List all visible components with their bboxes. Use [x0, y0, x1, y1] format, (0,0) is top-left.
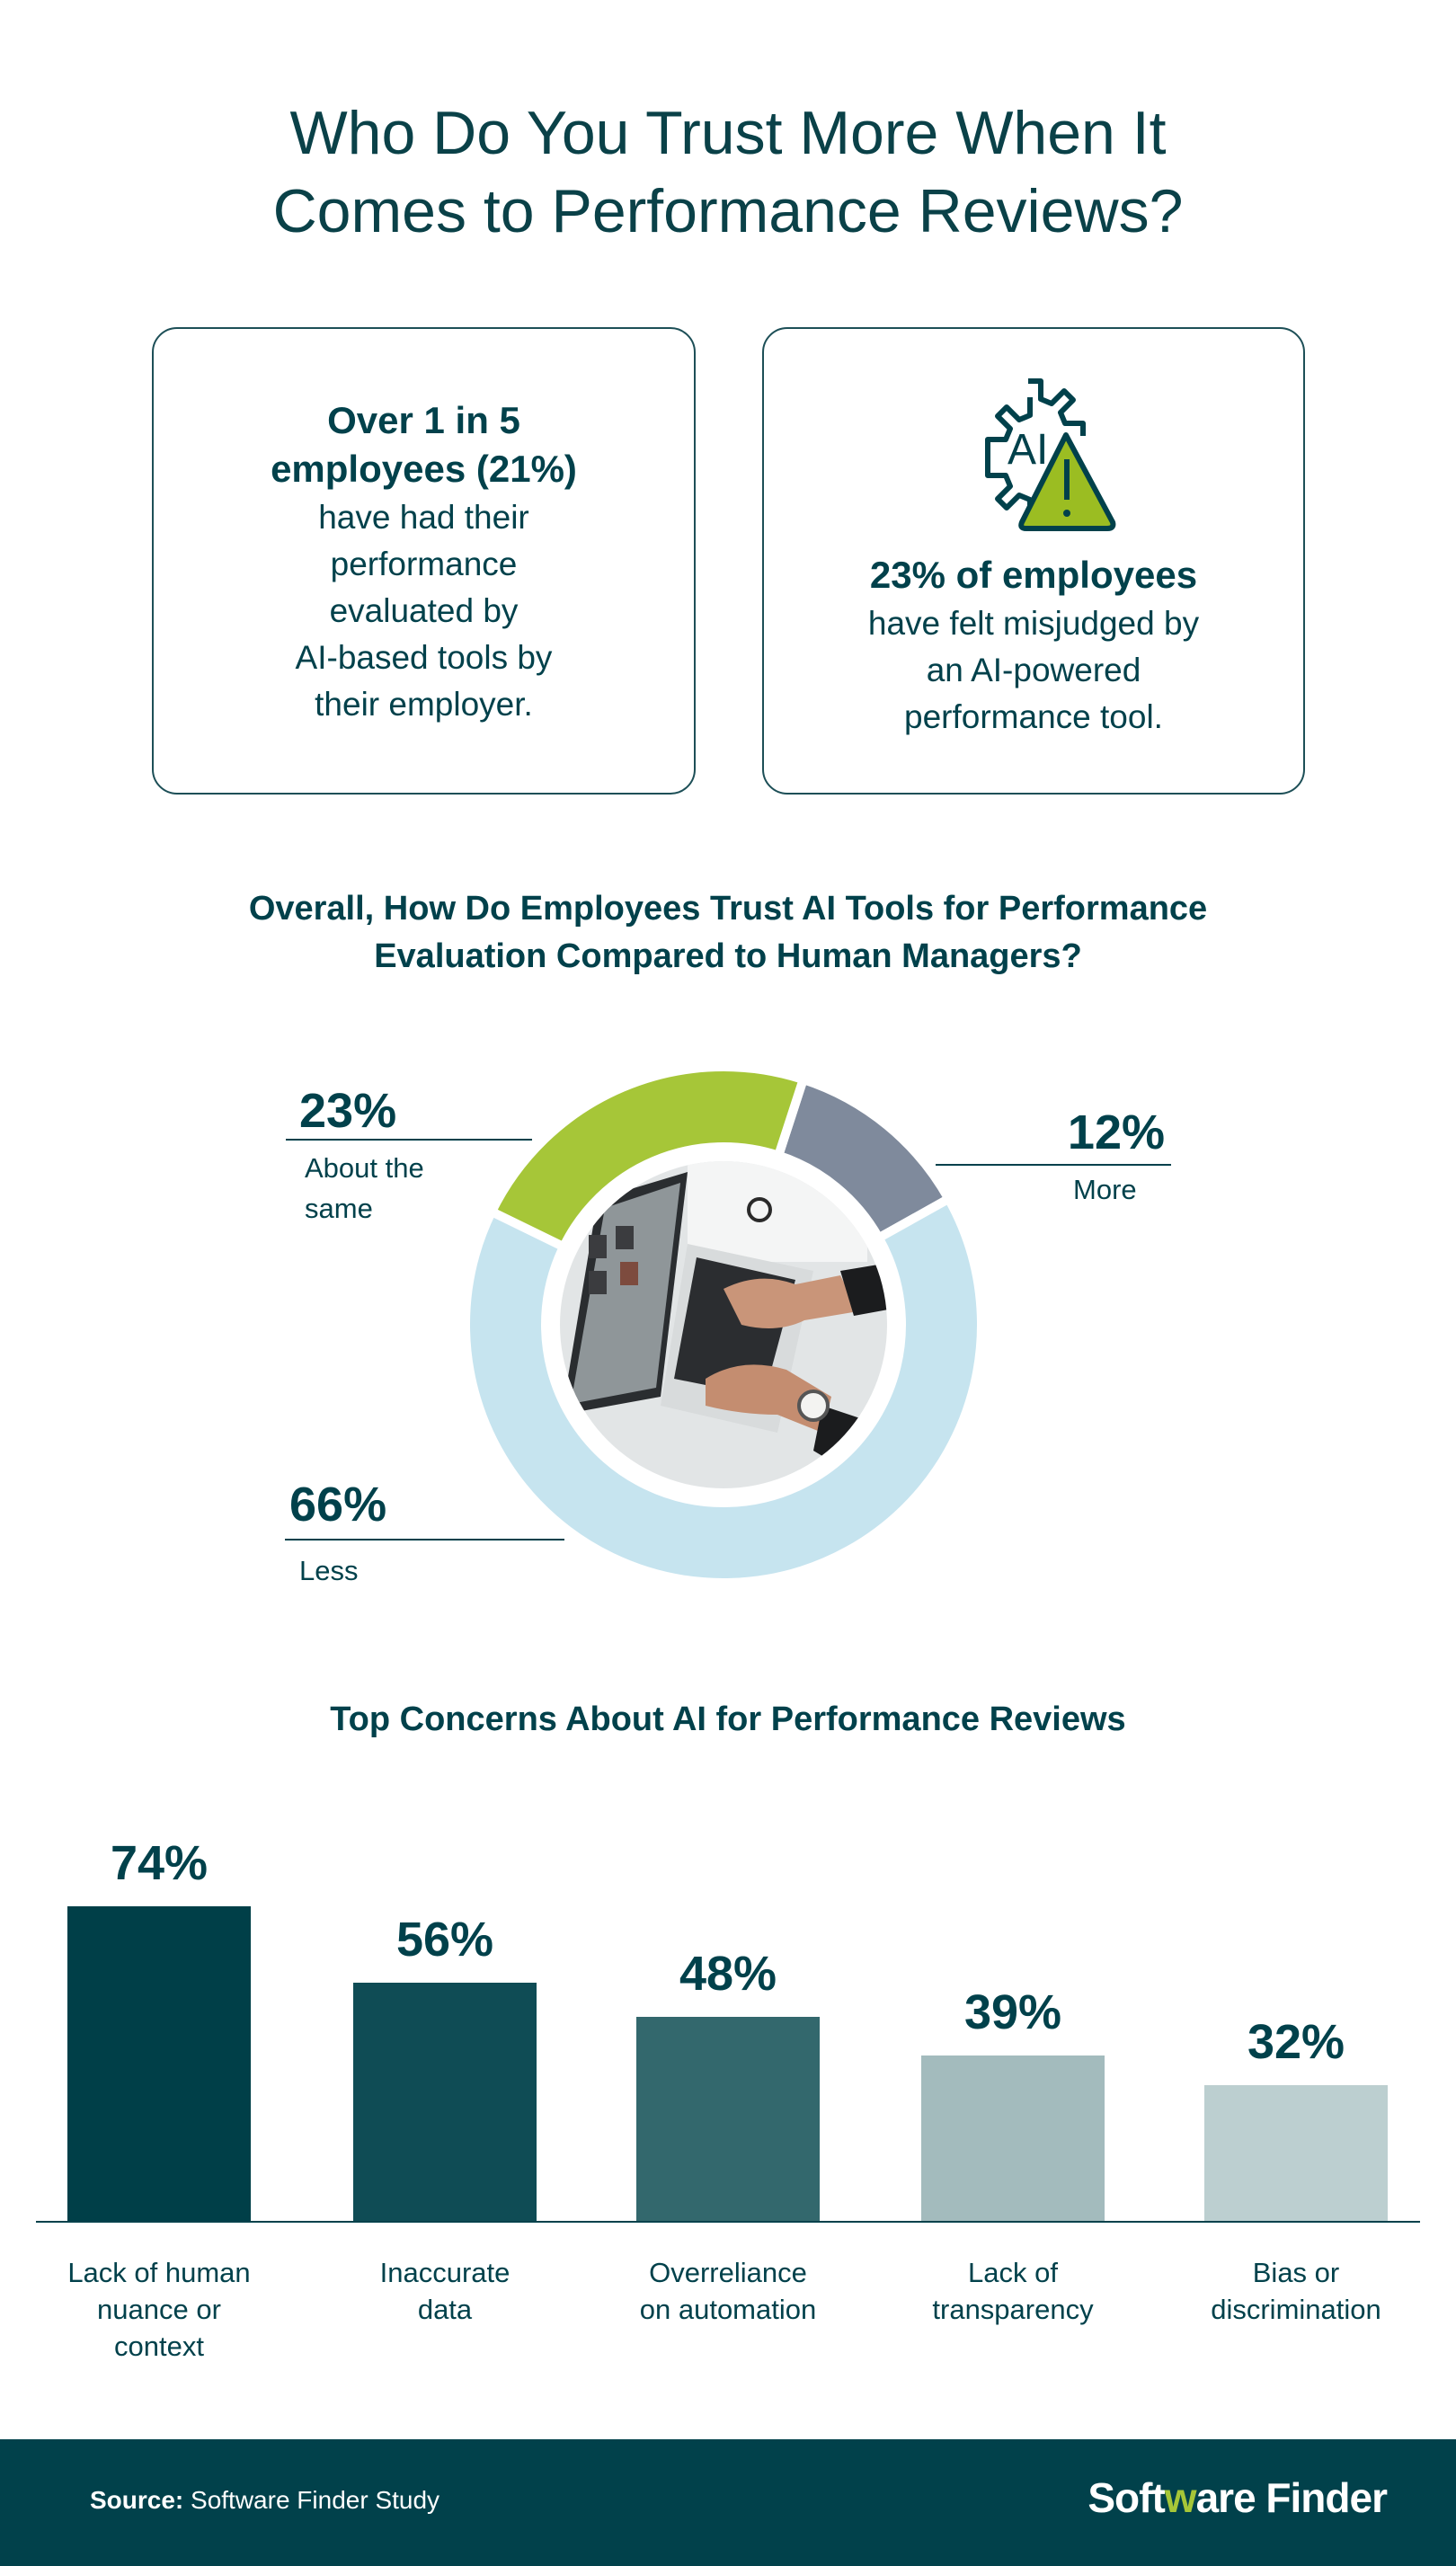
bar-category-label: Lack of transparency — [840, 2254, 1185, 2328]
bar — [353, 1983, 537, 2221]
donut-label-value-less: 66% — [289, 1478, 387, 1532]
stat-line: have had their — [318, 499, 529, 536]
category-line: Lack of — [968, 2257, 1058, 2288]
category-line: context — [114, 2331, 204, 2362]
category-line: Bias or — [1252, 2257, 1340, 2288]
bar-value-label: 32% — [1247, 2014, 1345, 2069]
software-finder-logo: Software Finder — [1088, 2473, 1388, 2522]
bar — [1204, 2084, 1388, 2221]
donut-title-line: Evaluation Compared to Human Managers? — [374, 937, 1082, 975]
bar-chart-title: Top Concerns About AI for Performance Re… — [330, 1700, 1126, 1738]
donut-chart — [461, 1062, 986, 1587]
stat-line: performance tool. — [904, 698, 1163, 735]
title-line: Comes to Performance Reviews? — [272, 177, 1184, 245]
bar — [67, 1905, 251, 2221]
bar-category-label: Bias or discrimination — [1123, 2254, 1456, 2328]
bar — [921, 2055, 1105, 2221]
category-line: Overreliance — [649, 2257, 807, 2288]
donut-label-less: Less — [299, 1555, 359, 1586]
stat-line: evaluated by — [329, 592, 519, 629]
category-line: discrimination — [1211, 2294, 1381, 2325]
footer: Source: Software Finder Study Software F… — [0, 2439, 1456, 2566]
stat-headline: 23% of employees — [869, 554, 1198, 596]
bar-chart-baseline — [36, 2221, 1420, 2223]
donut-label-more: More — [1073, 1174, 1137, 1205]
leader-line — [936, 1164, 1171, 1166]
category-line: data — [417, 2294, 473, 2325]
stat-line: their employer. — [315, 686, 533, 723]
stat-card-misjudged: AI 23% of employees have felt misjudged … — [762, 327, 1305, 795]
category-line: Inaccurate — [379, 2257, 510, 2288]
stat-headline: Over 1 in 5 — [327, 399, 520, 441]
category-line: transparency — [932, 2294, 1094, 2325]
source-text: Software Finder Study — [191, 2486, 440, 2514]
donut-title-line: Overall, How Do Employees Trust AI Tools… — [248, 890, 1208, 928]
stat-text: Over 1 in 5 employees (21%) have had the… — [154, 397, 694, 728]
ai-gear-warning-icon: AI — [985, 378, 1116, 531]
donut-title: Overall, How Do Employees Trust AI Tools… — [0, 885, 1456, 981]
label-line: About the — [305, 1152, 424, 1184]
stat-line: performance — [330, 546, 518, 582]
stat-text: 23% of employees have felt misjudged by … — [764, 552, 1303, 741]
stat-line: AI-based tools by — [295, 639, 553, 676]
laptop-photo — [560, 1161, 887, 1488]
bar-value-label: 48% — [679, 1946, 777, 2001]
stat-line: have felt misjudged by — [867, 605, 1200, 642]
category-line: on automation — [639, 2294, 817, 2325]
bar-category-label: Overreliance on automation — [555, 2254, 901, 2328]
stat-headline: employees (21%) — [271, 448, 577, 490]
category-line: Lack of human — [67, 2257, 251, 2288]
donut-label-value-more: 12% — [1067, 1105, 1165, 1159]
page-title: Who Do You Trust More When It Comes to P… — [0, 94, 1456, 251]
stat-card-evaluated: Over 1 in 5 employees (21%) have had the… — [152, 327, 696, 795]
bar-category-label: Lack of human nuance or context — [0, 2254, 332, 2365]
bar — [636, 2016, 820, 2221]
bar-category-label: Inaccurate data — [272, 2254, 617, 2328]
logo-text: are Finder — [1195, 2474, 1388, 2521]
bar-value-label: 74% — [110, 1835, 209, 1890]
bar-value-label: 39% — [963, 1984, 1062, 2039]
bar-value-label: 56% — [395, 1913, 494, 1967]
ai-icon-text: AI — [1008, 426, 1048, 474]
donut-slice-less — [461, 1193, 986, 1587]
donut-slice-about-the-same — [485, 1062, 809, 1253]
logo-text: Soft — [1088, 2474, 1165, 2521]
label-line: same — [305, 1193, 373, 1224]
stat-line: an AI-powered — [926, 652, 1141, 688]
source-note: Source: Software Finder Study — [90, 2486, 439, 2515]
logo-mark: w — [1164, 2474, 1197, 2521]
category-line: nuance or — [97, 2294, 221, 2325]
source-label: Source: — [90, 2486, 184, 2514]
leader-line — [286, 1139, 532, 1141]
donut-label-same: About the same — [305, 1148, 424, 1229]
donut-label-value-same: 23% — [299, 1084, 397, 1138]
leader-line — [285, 1539, 564, 1540]
title-line: Who Do You Trust More When It — [289, 99, 1167, 167]
